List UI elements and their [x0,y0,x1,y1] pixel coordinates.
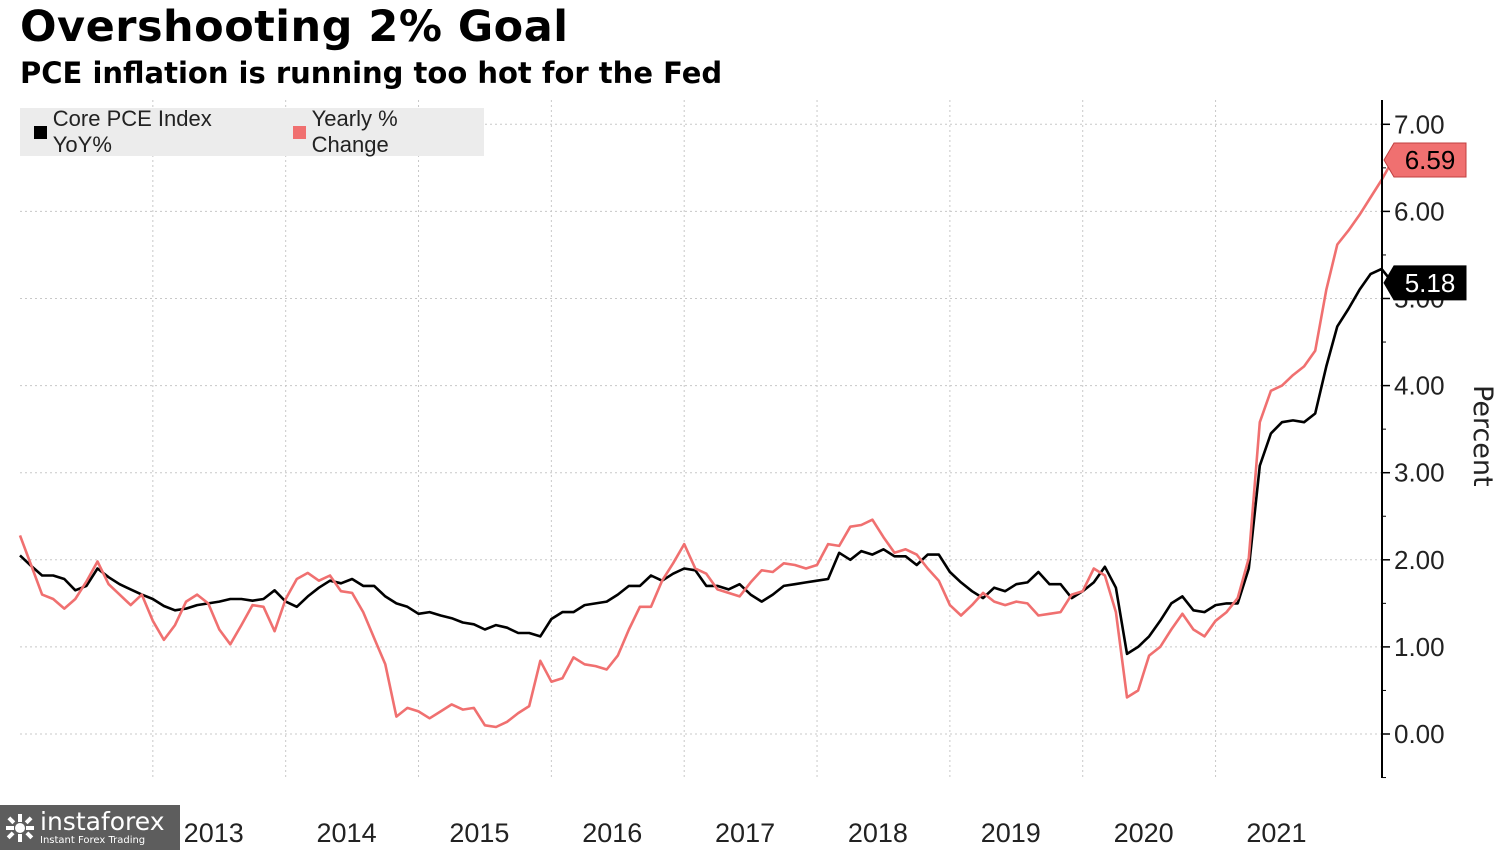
y-axis: 0.001.002.003.004.005.006.007.00 [1381,100,1445,779]
series-line-yearly [18,159,1394,729]
legend-label-core: Core PCE Index YoY% [52,106,212,157]
y-axis-label: Percent [1467,385,1498,487]
y-tick-label: 6.00 [1394,196,1445,226]
y-tick-label: 2.00 [1394,545,1445,575]
x-tick-label: 2017 [715,818,775,848]
chart-subtitle: PCE inflation is running too hot for the… [20,56,723,90]
legend-item-core: Core PCE Index YoY% [34,106,273,158]
series-line-core [19,267,1394,656]
last-value-label-yearly: 6.59 [1405,145,1456,175]
x-tick-label: 2020 [1114,818,1174,848]
y-tick-label: 7.00 [1394,109,1445,139]
y-tick-label: 0.00 [1394,719,1445,749]
x-tick-label: 2014 [317,818,377,848]
vertical-gridlines [152,100,1217,778]
y-tick-label: 1.00 [1394,632,1445,662]
last-value-label-core: 5.18 [1405,268,1456,298]
y-tick-label: 3.00 [1394,458,1445,488]
watermark: instaforex Instant Forex Trading [0,805,180,850]
legend-swatch-yearly [292,125,306,139]
y-tick-label: 4.00 [1394,371,1445,401]
legend-item-yearly: Yearly % Change [292,106,478,158]
x-tick-label: 2019 [981,818,1041,848]
watermark-tagline: Instant Forex Trading [40,835,146,846]
legend-swatch-core [34,125,47,139]
legend-label-yearly: Yearly % Change [311,106,398,157]
legend: Core PCE Index YoY% Yearly % Change [20,106,484,158]
x-tick-label: 2015 [449,818,509,848]
chart-title: Overshooting 2% Goal [20,2,569,52]
x-tick-label: 2021 [1246,818,1306,848]
last-value-badge-core [1383,265,1467,301]
x-axis-labels: 2013 2014 2015 2016 2017 2018 2019 2020 2021 [184,818,1307,848]
x-tick-label: 2013 [184,818,244,848]
last-value-labels: 5.18 6.59 [1383,142,1467,301]
x-tick-label: 2018 [848,818,908,848]
instaforex-logo-icon [0,808,40,848]
last-value-badge-yearly [1383,142,1467,178]
series-lines [18,159,1394,729]
watermark-name: instaforex [40,807,165,836]
horizontal-gridlines [20,123,1382,735]
x-tick-label: 2016 [582,818,642,848]
